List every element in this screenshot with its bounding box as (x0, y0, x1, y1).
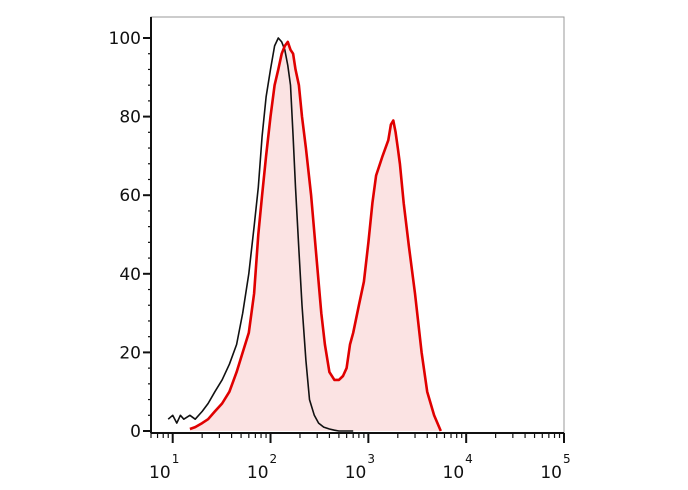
x-tick-label-base: 10 (149, 463, 171, 483)
y-tick-label: 0 (130, 422, 141, 442)
x-tick-label-exponent: 4 (465, 452, 473, 466)
x-tick-label-exponent: 2 (270, 452, 278, 466)
y-tick-label: 40 (119, 265, 141, 285)
x-tick-label-exponent: 5 (563, 452, 571, 466)
y-tick-label: 60 (119, 186, 141, 206)
axes-layer (143, 17, 565, 443)
x-tick-label-exponent: 1 (172, 452, 180, 466)
y-tick-label: 100 (109, 29, 141, 49)
x-tick-label-base: 10 (443, 463, 465, 483)
series-1-line (189, 40, 442, 432)
series-0-line (167, 37, 354, 432)
series-1-fill (189, 41, 441, 432)
x-tick-label-base: 10 (345, 463, 367, 483)
series-layer (167, 37, 442, 432)
x-tick-label-base: 10 (540, 463, 562, 483)
x-tick-label-exponent: 3 (367, 452, 375, 466)
y-tick-label: 80 (119, 108, 141, 128)
x-tick-label-base: 10 (247, 463, 269, 483)
y-tick-label: 20 (119, 343, 141, 363)
